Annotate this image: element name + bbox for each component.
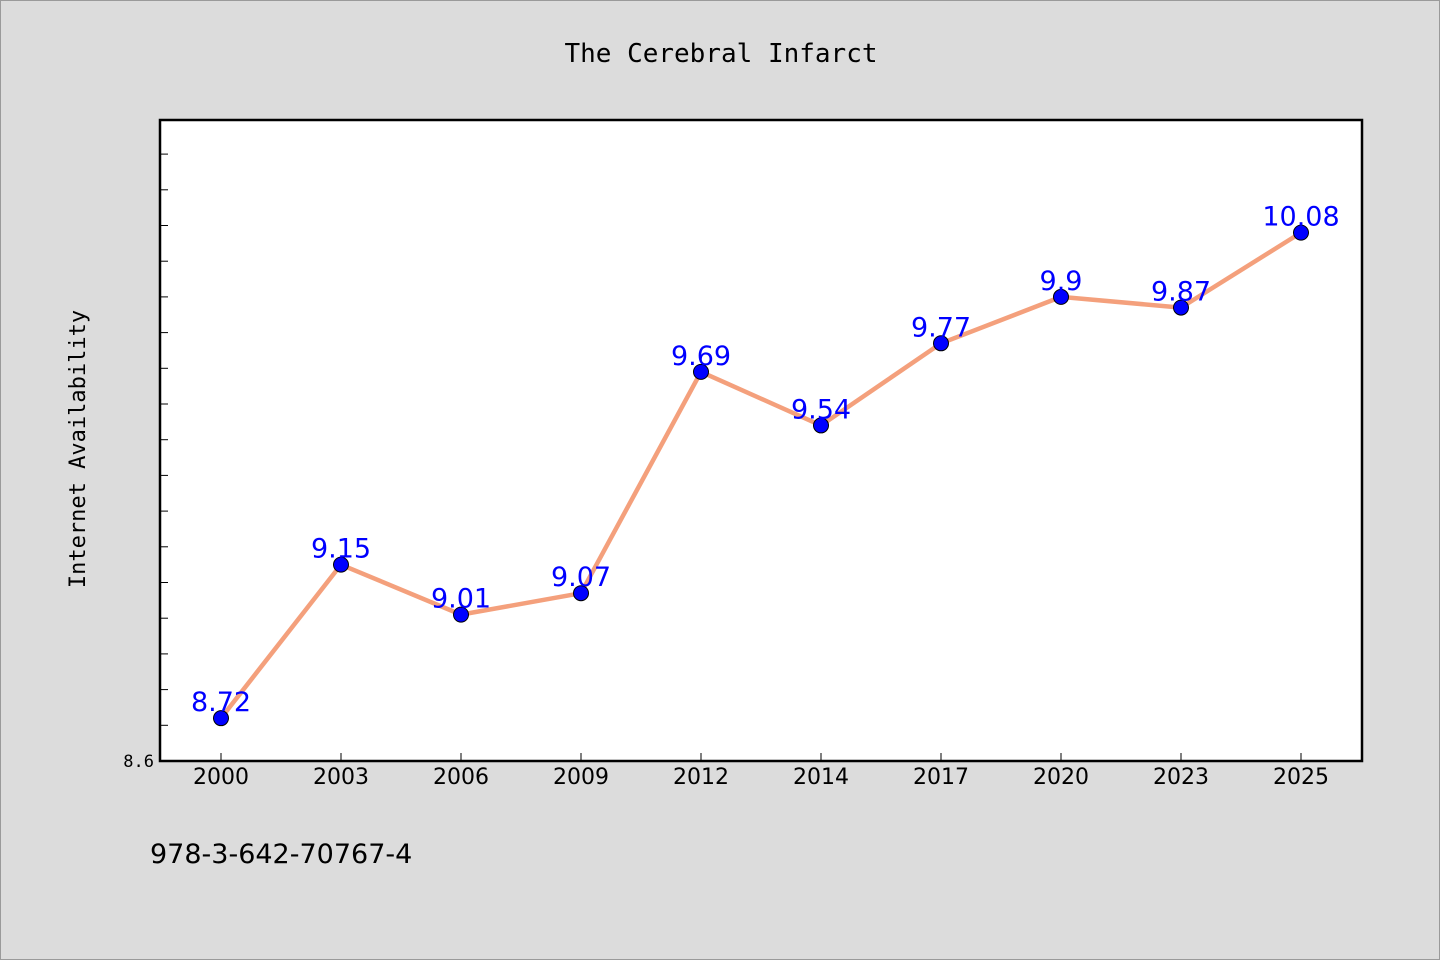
- series-points: [213, 224, 1309, 727]
- x-tick-label: 2020: [1033, 765, 1089, 790]
- x-tick-label: 2017: [913, 765, 969, 790]
- series-polyline: [218, 230, 1304, 721]
- x-axis-ticks: 2000 2003 2006 2009 2012 2014 2017 2020 2023 2025: [193, 753, 1329, 790]
- data-label: 9.54: [791, 394, 851, 425]
- data-label: 9.15: [311, 534, 371, 565]
- data-point: [573, 585, 589, 602]
- data-point: [813, 417, 829, 434]
- data-point: [933, 335, 949, 352]
- data-point: [693, 363, 709, 380]
- x-tick-label: 2006: [433, 765, 489, 790]
- data-point: [1173, 299, 1189, 316]
- x-tick-label: 2023: [1153, 765, 1209, 790]
- data-label: 9.9: [1040, 266, 1083, 297]
- data-point: [333, 556, 349, 573]
- data-label: 8.72: [191, 687, 251, 718]
- chart-title: The Cerebral Infarct: [564, 39, 877, 69]
- y-tick-label: 8.6: [123, 752, 154, 772]
- data-label: 9.07: [551, 562, 611, 593]
- data-labels: 8.72 9.15 9.01 9.07 9.69 9.54 9.77 9.9 9.87 10.08: [191, 202, 1340, 719]
- x-tick-label: 2009: [553, 765, 609, 790]
- data-label: 9.87: [1151, 277, 1211, 308]
- y-axis-ticks: 8.6: [123, 153, 168, 772]
- data-point: [1293, 224, 1309, 241]
- plot-area: [160, 120, 1362, 761]
- data-point: [213, 710, 229, 727]
- data-label: 9.01: [431, 584, 491, 615]
- x-tick-label: 2025: [1273, 765, 1329, 790]
- x-tick-label: 2000: [193, 765, 249, 790]
- data-label: 10.08: [1262, 202, 1339, 233]
- x-tick-label: 2014: [793, 765, 849, 790]
- series-line: [218, 230, 1304, 721]
- plot-frame: [158, 118, 1364, 763]
- isbn-text: 978-3-642-70767-4: [150, 839, 412, 870]
- y-axis-label: Internet Availability: [66, 310, 91, 588]
- x-tick-label: 2012: [673, 765, 729, 790]
- data-label: 9.77: [911, 312, 971, 343]
- x-tick-label: 2003: [313, 765, 369, 790]
- data-point: [1053, 288, 1069, 305]
- data-label: 9.69: [671, 341, 731, 372]
- data-point: [453, 606, 469, 623]
